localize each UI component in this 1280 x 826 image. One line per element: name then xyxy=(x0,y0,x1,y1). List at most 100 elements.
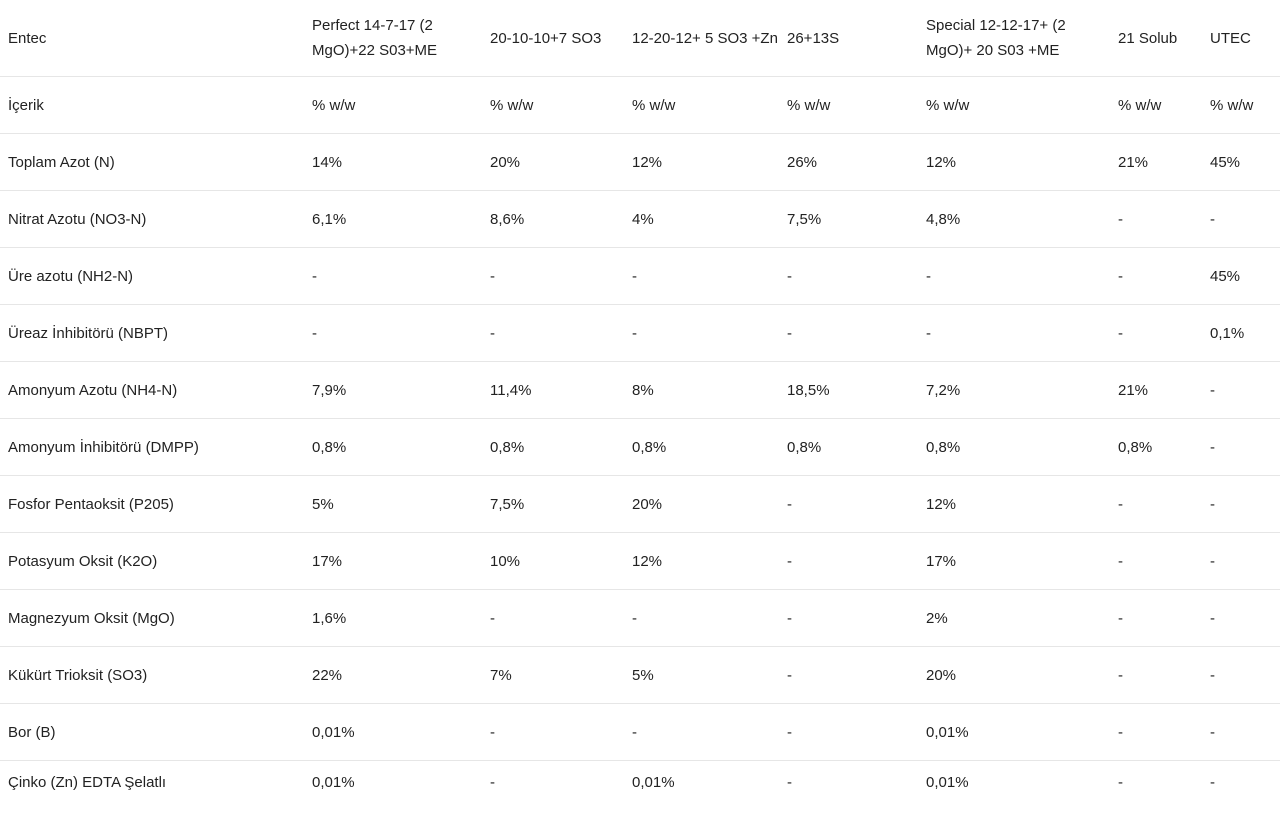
row-label-cell: Fosfor Pentaoksit (P205) xyxy=(0,476,304,533)
value-cell: 7% xyxy=(482,647,624,704)
value-cell: - xyxy=(1110,761,1202,826)
value-cell: - xyxy=(1110,476,1202,533)
table-row: Bor (B)0,01%---0,01%-- xyxy=(0,704,1280,761)
value-cell: 0,8% xyxy=(779,419,918,476)
value-cell: 5% xyxy=(624,647,779,704)
value-cell: 0,8% xyxy=(918,419,1110,476)
row-label-cell: Kükürt Trioksit (SO3) xyxy=(0,647,304,704)
header-product-cell: 12-20-12+ 5 SO3 +Zn xyxy=(624,0,779,77)
value-cell: 11,4% xyxy=(482,362,624,419)
value-cell: - xyxy=(1202,191,1280,248)
table-row: Toplam Azot (N)14%20%12%26%12%21%45% xyxy=(0,134,1280,191)
value-cell: - xyxy=(918,248,1110,305)
row-label-cell: Amonyum İnhibitörü (DMPP) xyxy=(0,419,304,476)
value-cell: 5% xyxy=(304,476,482,533)
value-cell: % w/w xyxy=(1202,77,1280,134)
value-cell: 8% xyxy=(624,362,779,419)
value-cell: % w/w xyxy=(482,77,624,134)
value-cell: - xyxy=(779,248,918,305)
value-cell: 1,6% xyxy=(304,590,482,647)
value-cell: - xyxy=(1202,476,1280,533)
value-cell: 0,8% xyxy=(624,419,779,476)
header-brand-cell: Entec xyxy=(0,0,304,77)
row-label-cell: Bor (B) xyxy=(0,704,304,761)
value-cell: 0,01% xyxy=(918,704,1110,761)
value-cell: - xyxy=(1110,590,1202,647)
value-cell: - xyxy=(918,305,1110,362)
value-cell: % w/w xyxy=(779,77,918,134)
value-cell: - xyxy=(1110,191,1202,248)
value-cell: - xyxy=(1202,704,1280,761)
value-cell: 21% xyxy=(1110,362,1202,419)
value-cell: - xyxy=(779,704,918,761)
value-cell: - xyxy=(482,761,624,826)
value-cell: 7,2% xyxy=(918,362,1110,419)
table-row: Kükürt Trioksit (SO3)22%7%5%-20%-- xyxy=(0,647,1280,704)
value-cell: 26% xyxy=(779,134,918,191)
value-cell: 10% xyxy=(482,533,624,590)
value-cell: 20% xyxy=(918,647,1110,704)
row-label-cell: Potasyum Oksit (K2O) xyxy=(0,533,304,590)
value-cell: 8,6% xyxy=(482,191,624,248)
row-label-cell: Nitrat Azotu (NO3-N) xyxy=(0,191,304,248)
row-label-cell: Magnezyum Oksit (MgO) xyxy=(0,590,304,647)
value-cell: - xyxy=(624,248,779,305)
value-cell: - xyxy=(1110,248,1202,305)
header-product-cell: Perfect 14-7-17 (2 MgO)+22 S03+ME xyxy=(304,0,482,77)
value-cell: 6,1% xyxy=(304,191,482,248)
value-cell: - xyxy=(779,305,918,362)
value-cell: - xyxy=(1202,590,1280,647)
value-cell: - xyxy=(482,590,624,647)
value-cell: 0,1% xyxy=(1202,305,1280,362)
value-cell: 0,01% xyxy=(624,761,779,826)
header-product-cell: 26+13S xyxy=(779,0,918,77)
table-row: Amonyum Azotu (NH4-N)7,9%11,4%8%18,5%7,2… xyxy=(0,362,1280,419)
value-cell: - xyxy=(1110,305,1202,362)
value-cell: % w/w xyxy=(624,77,779,134)
value-cell: 20% xyxy=(482,134,624,191)
value-cell: - xyxy=(779,533,918,590)
table-row: Üreaz İnhibitörü (NBPT)------0,1% xyxy=(0,305,1280,362)
value-cell: - xyxy=(779,590,918,647)
value-cell: 0,8% xyxy=(482,419,624,476)
value-cell: - xyxy=(1110,533,1202,590)
value-cell: 18,5% xyxy=(779,362,918,419)
value-cell: % w/w xyxy=(918,77,1110,134)
value-cell: - xyxy=(624,704,779,761)
row-label-cell: Üre azotu (NH2-N) xyxy=(0,248,304,305)
value-cell: 22% xyxy=(304,647,482,704)
row-label-cell: Amonyum Azotu (NH4-N) xyxy=(0,362,304,419)
value-cell: - xyxy=(779,476,918,533)
table-row: Fosfor Pentaoksit (P205)5%7,5%20%-12%-- xyxy=(0,476,1280,533)
value-cell: 14% xyxy=(304,134,482,191)
value-cell: - xyxy=(1202,533,1280,590)
value-cell: - xyxy=(1110,647,1202,704)
value-cell: 45% xyxy=(1202,134,1280,191)
value-cell: - xyxy=(1202,761,1280,826)
value-cell: 17% xyxy=(918,533,1110,590)
value-cell: - xyxy=(482,704,624,761)
value-cell: 7,9% xyxy=(304,362,482,419)
header-product-cell: UTEC xyxy=(1202,0,1280,77)
value-cell: 12% xyxy=(918,134,1110,191)
table-row: Potasyum Oksit (K2O)17%10%12%-17%-- xyxy=(0,533,1280,590)
value-cell: - xyxy=(624,590,779,647)
value-cell: 0,01% xyxy=(304,704,482,761)
value-cell: - xyxy=(779,761,918,826)
row-label-cell: Çinko (Zn) EDTA Şelatlı xyxy=(0,761,304,826)
value-cell: - xyxy=(304,305,482,362)
header-product-cell: 21 Solub xyxy=(1110,0,1202,77)
value-cell: 0,8% xyxy=(1110,419,1202,476)
value-cell: 45% xyxy=(1202,248,1280,305)
value-cell: 20% xyxy=(624,476,779,533)
value-cell: 12% xyxy=(918,476,1110,533)
header-product-cell: Special 12-12-17+ (2 MgO)+ 20 S03 +ME xyxy=(918,0,1110,77)
value-cell: 21% xyxy=(1110,134,1202,191)
value-cell: % w/w xyxy=(304,77,482,134)
row-label-cell: Üreaz İnhibitörü (NBPT) xyxy=(0,305,304,362)
value-cell: - xyxy=(624,305,779,362)
table-row: İçerik% w/w% w/w% w/w% w/w% w/w% w/w% w/… xyxy=(0,77,1280,134)
value-cell: - xyxy=(1202,362,1280,419)
value-cell: 4% xyxy=(624,191,779,248)
